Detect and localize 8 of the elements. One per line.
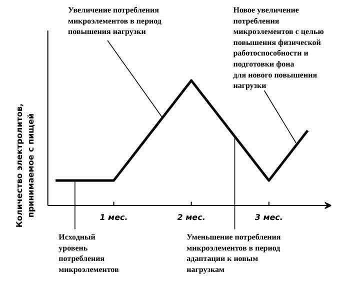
y-axis-title: Количество электролитов, принимаемое с пищей xyxy=(14,103,36,228)
x-tick-label: 1 мес. xyxy=(100,213,128,222)
annotation: Уменьшение потребления микроэлементов в период адаптации к новым нагрузкам xyxy=(186,232,282,274)
x-tick-label: 2 мес. xyxy=(177,213,206,222)
annotation: Исходный уровень потребления микроэлементов xyxy=(58,232,120,274)
annotation: Увеличение потребления микроэлементов в период повышения нагрузки xyxy=(68,6,162,36)
x-tick-label: 3 мес. xyxy=(254,213,283,222)
annotation: Новое увеличение потребления микроэлементов с целью повышения физической работоспособности и подготовки фона для нового повышения нагрузки xyxy=(233,6,324,90)
